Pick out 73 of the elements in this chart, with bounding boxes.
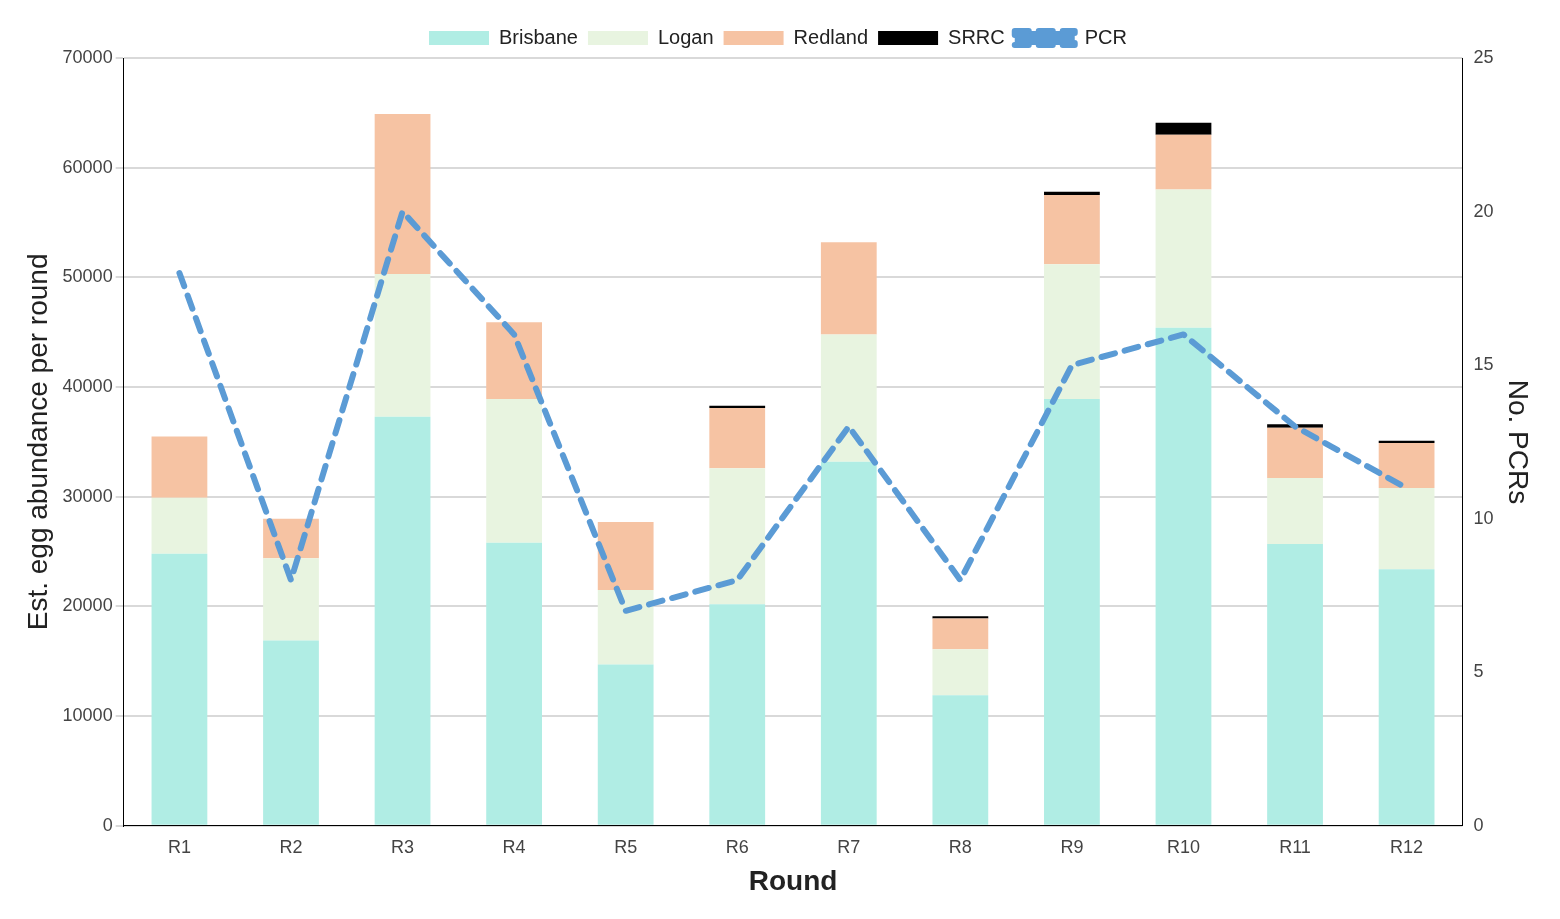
bar — [1267, 543, 1323, 825]
bar — [1378, 487, 1435, 570]
x-tick-label: R4 — [502, 836, 526, 857]
y2-tick-label: 25 — [1473, 46, 1494, 67]
bar — [932, 695, 989, 825]
x-tick-label: R12 — [1390, 836, 1424, 857]
y-tick-label: 40000 — [62, 376, 113, 397]
legend-label: Redland — [793, 25, 869, 48]
y2-tick-label: 15 — [1473, 354, 1494, 375]
bar — [374, 416, 431, 825]
y-tick-label: 0 — [102, 814, 113, 835]
y-axis-title: Est. egg abundance per round — [21, 253, 53, 631]
bar — [1267, 478, 1323, 544]
legend-label: SRRC — [948, 25, 1005, 48]
bar — [263, 558, 319, 641]
x-axis-title: Round — [748, 864, 838, 896]
bar — [597, 521, 654, 590]
bar — [932, 618, 989, 650]
bar — [1155, 134, 1212, 190]
bar — [1155, 122, 1212, 135]
bar — [709, 405, 766, 408]
bar — [1267, 427, 1323, 479]
bar — [932, 649, 989, 696]
bar — [597, 589, 654, 665]
bar — [374, 274, 431, 417]
bar — [1378, 443, 1435, 488]
bar — [932, 616, 989, 619]
x-tick-label: R2 — [279, 836, 303, 857]
legend-label: Brisbane — [499, 25, 578, 48]
x-tick-label: R1 — [167, 836, 191, 857]
bar — [1044, 195, 1100, 265]
bar — [709, 407, 766, 469]
y2-tick-label: 20 — [1473, 200, 1494, 221]
x-tick-label: R5 — [614, 836, 638, 857]
y-tick-label: 50000 — [62, 266, 113, 287]
bar — [1378, 440, 1435, 443]
y2-tick-label: 5 — [1473, 661, 1484, 682]
y-tick-label: 20000 — [62, 595, 113, 616]
x-tick-label: R3 — [391, 836, 415, 857]
bar — [709, 604, 766, 825]
bar — [1044, 264, 1100, 400]
bar — [709, 468, 766, 605]
bar — [1044, 191, 1100, 196]
bar — [820, 334, 877, 462]
bar — [820, 242, 877, 335]
legend-label: Logan — [657, 25, 714, 48]
x-tick-label: R6 — [725, 836, 749, 857]
bar — [597, 664, 654, 825]
bar — [151, 553, 208, 825]
x-tick-label: R11 — [1279, 836, 1311, 857]
y2-tick-label: 10 — [1473, 507, 1494, 528]
y-tick-label: 70000 — [62, 46, 113, 67]
bar — [151, 436, 208, 498]
bar — [486, 542, 543, 825]
y-tick-label: 60000 — [62, 156, 113, 177]
y2-tick-label: 0 — [1473, 814, 1484, 835]
legend-label: PCR — [1084, 25, 1127, 48]
y2-axis-title: No. PCRs — [1503, 379, 1535, 505]
y-tick-label: 30000 — [62, 485, 113, 506]
bar — [1155, 189, 1212, 328]
bar — [1155, 327, 1212, 825]
bar — [374, 113, 431, 275]
bar — [820, 461, 877, 825]
x-tick-label: R9 — [1060, 836, 1084, 857]
x-tick-label: R8 — [948, 836, 972, 857]
x-tick-label: R10 — [1166, 836, 1200, 857]
y-tick-label: 10000 — [62, 705, 113, 726]
bar — [1044, 399, 1100, 825]
bar — [151, 497, 208, 554]
bar — [263, 640, 319, 825]
x-tick-label: R7 — [837, 836, 861, 857]
bar — [486, 399, 543, 543]
bar — [1378, 569, 1435, 825]
